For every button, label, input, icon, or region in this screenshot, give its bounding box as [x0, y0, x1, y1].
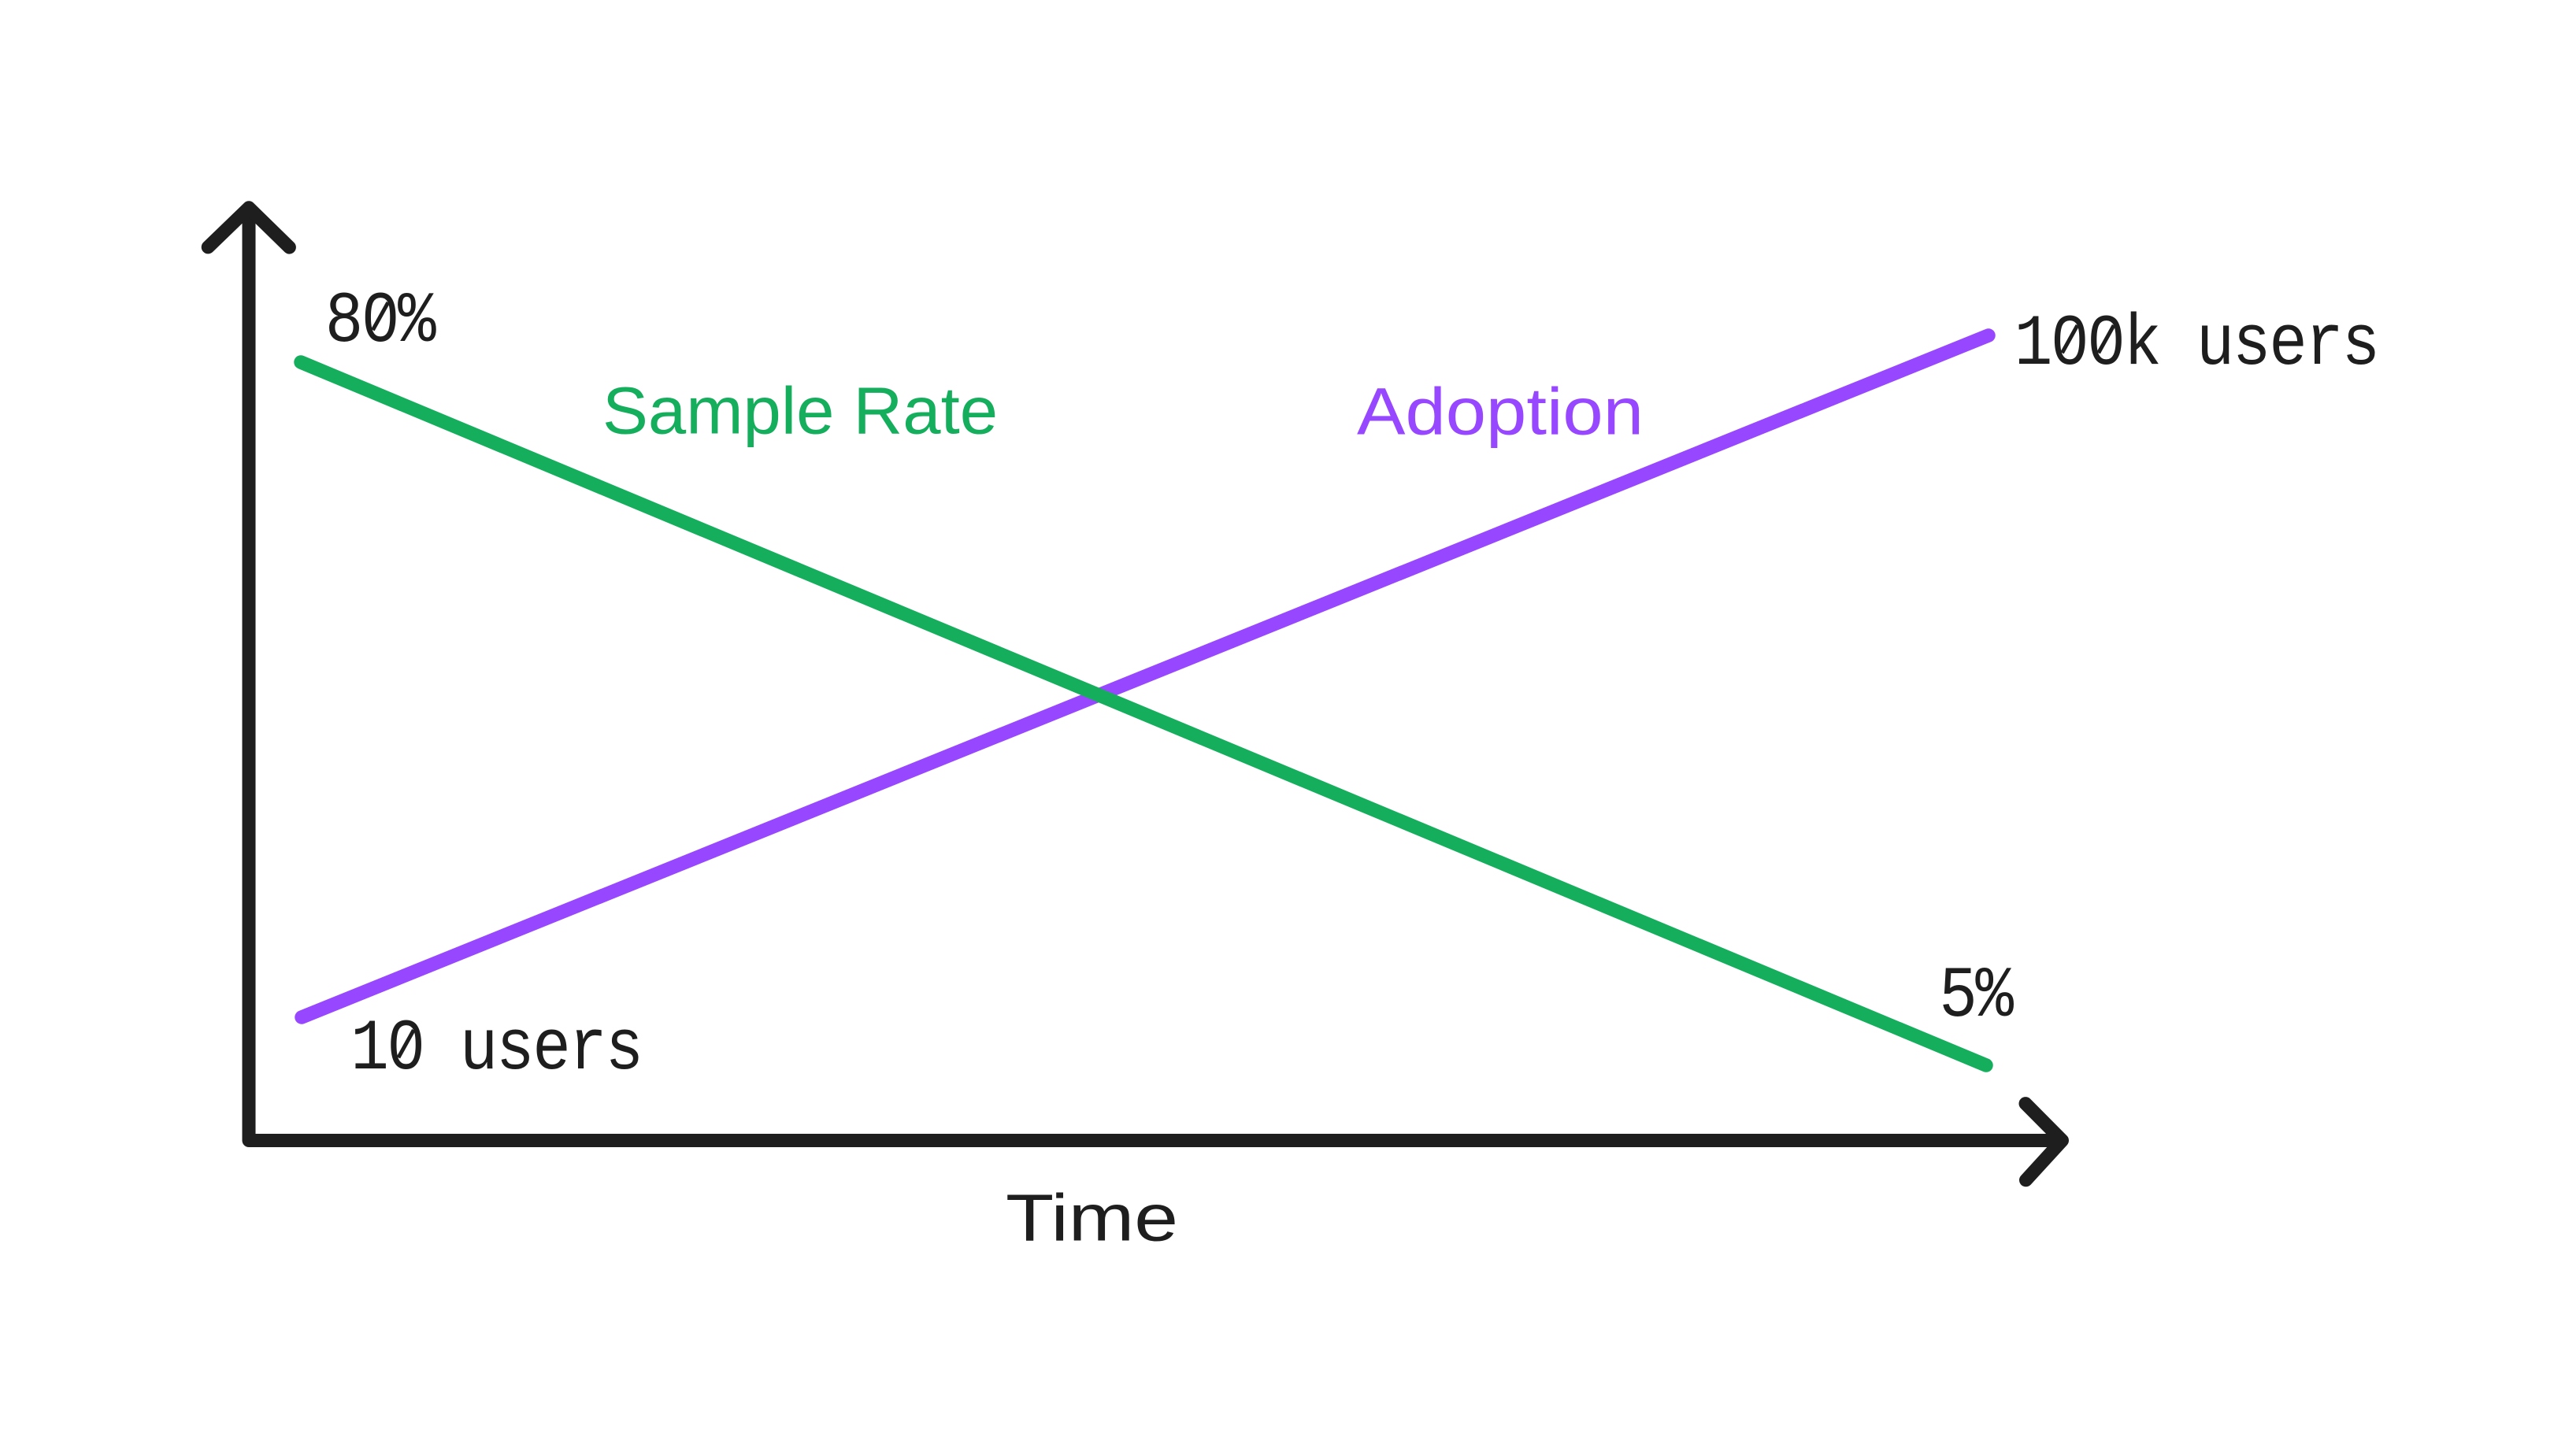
svg-text:80%: 80% [325, 282, 437, 364]
svg-text:Adoption: Adoption [1357, 374, 1644, 448]
svg-text:5%: 5% [1939, 957, 2014, 1039]
svg-text:Time: Time [1006, 1181, 1178, 1255]
svg-text:Sample Rate: Sample Rate [602, 373, 998, 447]
svg-text:100k users: 100k users [2014, 305, 2378, 387]
svg-text:10 users: 10 users [350, 1009, 642, 1091]
